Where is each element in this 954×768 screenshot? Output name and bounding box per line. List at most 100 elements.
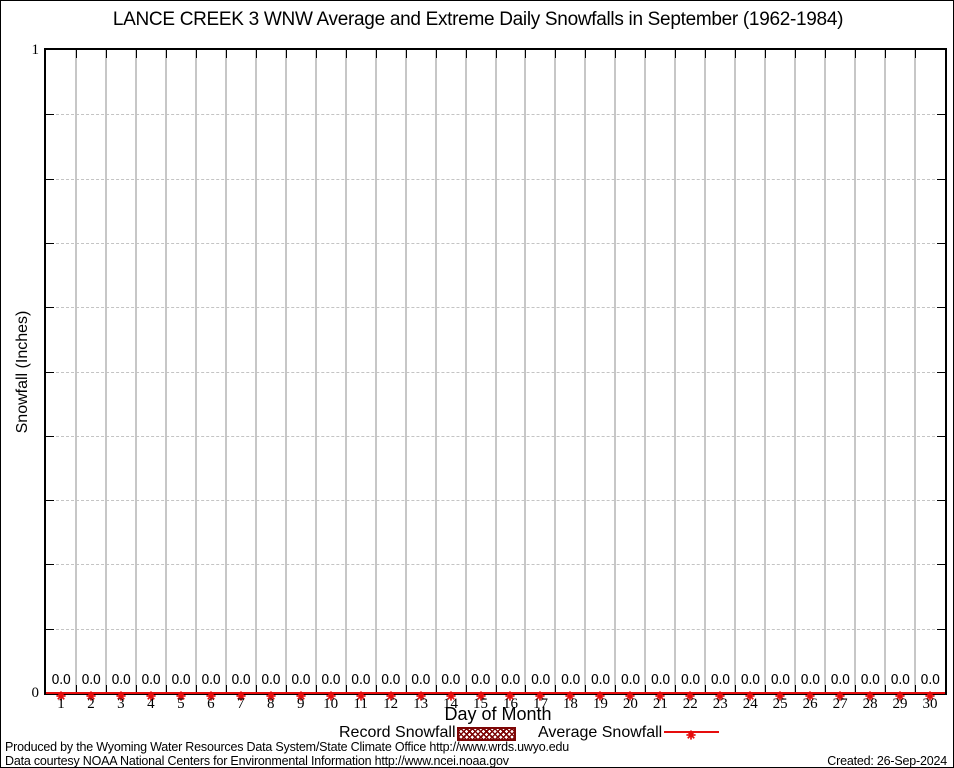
legend-average-label: Average Snowfall [538,724,663,741]
y-tick-right [937,178,945,180]
x-tick-top [795,50,797,58]
point-value-label: 0.0 [530,673,551,688]
point-value-label: 0.0 [201,673,221,688]
x-tick-bottom [645,685,647,693]
horizontal-gridline [46,500,945,502]
horizontal-gridline [46,242,945,244]
x-tick-label-day: 24 [742,696,758,712]
x-tick-top [525,50,527,58]
x-tick-top [915,50,917,58]
x-tick-label-day: 1 [57,696,65,712]
x-tick-label-day: 11 [353,696,368,712]
x-tick-label-day: 29 [892,696,908,712]
x-tick-label-day: 20 [622,696,638,712]
y-tick-right [937,628,945,630]
point-value-label: 0.0 [410,673,431,688]
x-tick-top [585,50,587,58]
x-tick-bottom [225,685,227,693]
x-tick-bottom [555,685,557,693]
y-tick-right [937,114,945,116]
point-value-label: 0.0 [291,673,311,688]
x-tick-top [315,50,317,58]
x-tick-top [165,50,167,58]
x-tick-bottom [735,685,737,693]
horizontal-gridline [46,307,945,309]
point-value-label: 0.0 [500,673,521,688]
point-value-label: 0.0 [111,673,131,688]
y-tick-right [937,242,945,244]
x-tick-label-day: 14 [443,696,459,712]
x-tick-bottom [135,685,137,693]
y-tick-left [46,564,54,566]
x-tick-bottom [885,685,887,693]
point-value-label: 0.0 [560,673,581,688]
point-value-label: 0.0 [770,673,791,688]
x-tick-label-day: 27 [832,696,848,712]
x-tick-label-day: 18 [562,696,578,712]
footer-created-date: Created: 26-Sep-2024 [827,754,947,768]
x-tick-label-day: 8 [267,696,275,712]
point-value-label: 0.0 [81,673,101,688]
x-tick-bottom [315,685,317,693]
x-tick-bottom [405,685,407,693]
horizontal-gridline [46,114,945,116]
point-value-label: 0.0 [800,673,821,688]
x-tick-bottom [765,685,767,693]
y-tick-left [46,371,54,373]
y-tick-label-min: 0 [31,685,40,701]
y-tick-left [46,435,54,437]
x-tick-top [105,50,107,58]
point-value-label: 0.0 [440,673,461,688]
x-tick-top [555,50,557,58]
point-value-label: 0.0 [470,673,491,688]
chart-title: LANCE CREEK 3 WNW Average and Extreme Da… [112,9,844,30]
x-tick-top [675,50,677,58]
x-tick-label-day: 23 [712,696,728,712]
x-tick-bottom [165,685,167,693]
x-tick-bottom [75,685,77,693]
y-tick-left [46,242,54,244]
x-tick-label-day: 22 [682,696,698,712]
x-tick-top [405,50,407,58]
horizontal-gridline [46,435,945,437]
point-value-label: 0.0 [920,673,940,688]
horizontal-gridline [46,178,945,180]
x-tick-label-day: 26 [802,696,818,712]
point-value-label: 0.0 [351,673,371,688]
footer-produced-by: Produced by the Wyoming Water Resources … [5,740,570,754]
x-tick-top [495,50,497,58]
x-tick-bottom [465,685,467,693]
x-tick-top [435,50,437,58]
x-tick-top [765,50,767,58]
footer-data-courtesy: Data courtesy NOAA National Centers for … [5,754,509,768]
y-tick-left [46,178,54,180]
x-tick-bottom [255,685,257,693]
point-value-label: 0.0 [321,673,341,688]
x-tick-top [75,50,77,58]
x-tick-label-day: 9 [296,696,305,712]
point-value-label: 0.0 [710,673,731,688]
x-tick-label-day: 30 [922,696,938,712]
x-tick-top [465,50,467,58]
x-tick-label-day: 12 [383,696,399,712]
y-tick-right [937,307,945,309]
x-tick-label-day: 7 [237,696,245,712]
x-tick-label-day: 17 [532,696,548,712]
x-tick-top [705,50,707,58]
y-tick-right [937,564,945,566]
x-tick-top [195,50,197,58]
x-tick-label-day: 6 [207,696,215,712]
y-tick-right [937,435,945,437]
legend-average-marker [686,727,696,745]
x-tick-label-day: 5 [177,696,185,712]
horizontal-gridline [46,564,945,566]
legend-record-swatch [457,727,516,741]
x-tick-label-day: 21 [652,696,668,712]
x-tick-top [255,50,257,58]
x-tick-bottom [525,685,527,693]
x-tick-bottom [795,685,797,693]
x-tick-bottom [675,685,677,693]
x-tick-label-day: 28 [862,696,878,712]
x-tick-label-day: 4 [147,696,155,712]
